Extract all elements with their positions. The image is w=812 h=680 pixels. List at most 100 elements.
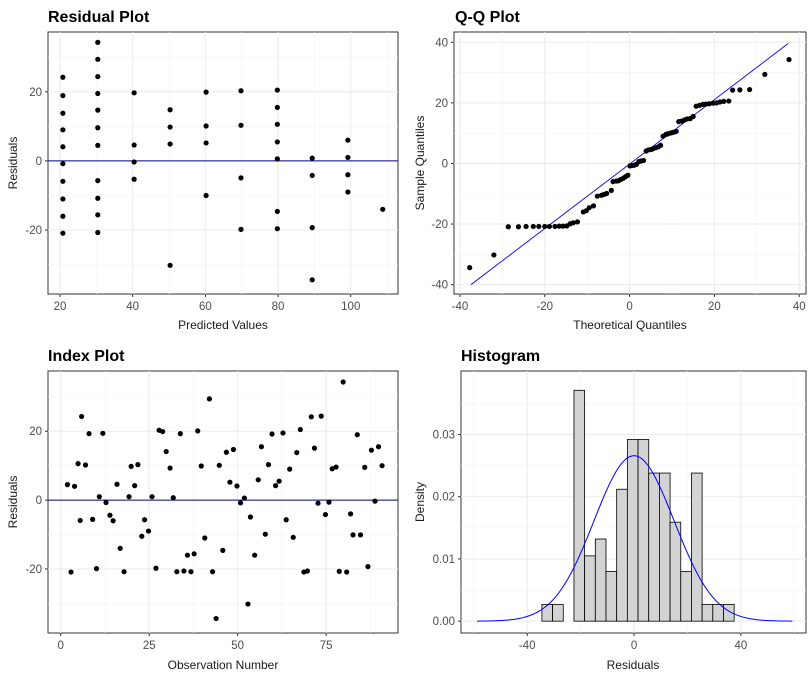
panel-title: Histogram [461, 348, 540, 365]
x-tick-label: 100 [341, 301, 360, 313]
data-point [269, 431, 275, 437]
x-tick-label: -40 [452, 301, 469, 313]
data-point [177, 431, 183, 437]
data-point [274, 104, 280, 110]
data-point [167, 107, 173, 113]
panel-qq-plot: Q-Q Plot -40 -20 0 20 40 -40 -20 0 20 40 Theoreti… [413, 9, 807, 332]
data-point [110, 518, 116, 524]
data-point [93, 566, 100, 572]
data-point [690, 113, 696, 120]
data-point [95, 212, 101, 218]
y-tick-label: 0.01 [433, 554, 455, 566]
data-point [132, 483, 138, 489]
data-point [274, 156, 280, 162]
data-point [570, 220, 576, 226]
data-point [247, 514, 254, 520]
histogram-bar [691, 472, 703, 622]
data-point [560, 223, 566, 229]
histogram-bar [648, 472, 660, 622]
data-point [294, 449, 300, 456]
data-point [77, 517, 83, 524]
plot-area: 0 25 50 75 -20 0 20 [25, 371, 398, 652]
data-point [60, 161, 66, 167]
data-point [167, 141, 173, 147]
data-point [223, 449, 229, 455]
data-point [60, 74, 66, 80]
data-point [128, 463, 134, 469]
x-tick-label: 20 [54, 301, 67, 313]
data-point [181, 568, 187, 574]
data-point [114, 481, 120, 487]
data-point [60, 178, 66, 184]
data-point [357, 532, 364, 538]
data-point [131, 176, 137, 182]
data-point [706, 101, 712, 107]
data-point [95, 142, 101, 148]
x-tick-label: 40 [734, 640, 747, 652]
data-point [515, 224, 522, 230]
histogram-bar [712, 603, 724, 622]
data-point [195, 428, 201, 434]
data-point [131, 142, 137, 148]
data-point [188, 569, 194, 575]
plot-area: -40 -20 0 20 40 -40 -20 0 20 40 [431, 32, 806, 313]
data-point [274, 208, 280, 214]
data-point [95, 229, 101, 236]
data-point [274, 87, 280, 93]
data-point [79, 413, 85, 420]
data-point [68, 569, 74, 575]
data-point [318, 413, 324, 419]
data-point [336, 568, 342, 574]
data-point [60, 110, 66, 116]
data-point [142, 517, 148, 523]
data-point [737, 87, 743, 93]
data-point [552, 223, 558, 230]
data-point [340, 379, 346, 385]
data-point [135, 462, 141, 468]
y-tick-label: 0.03 [433, 429, 455, 441]
data-point [96, 494, 102, 500]
y-tick-label: 0 [442, 158, 448, 170]
data-point [107, 512, 113, 518]
data-point [153, 565, 159, 571]
data-point [209, 569, 216, 575]
data-point [167, 465, 173, 471]
histogram-bar [552, 603, 564, 622]
data-point [95, 90, 101, 97]
histogram-bar [573, 389, 586, 622]
data-point [95, 107, 101, 113]
x-tick-label: 40 [793, 301, 806, 313]
x-tick-label: 0 [631, 640, 637, 652]
data-point [375, 444, 382, 450]
data-point [191, 551, 197, 557]
data-point [213, 615, 219, 622]
data-point [345, 137, 351, 143]
data-point [71, 483, 78, 489]
data-point [82, 462, 89, 468]
data-point [491, 252, 497, 258]
histogram-bar [659, 472, 671, 622]
data-point [274, 226, 280, 232]
data-point [542, 223, 548, 230]
histogram-bar [637, 439, 650, 622]
data-point [347, 511, 354, 517]
y-tick-label: -40 [431, 280, 448, 292]
y-tick-label: 20 [29, 426, 42, 438]
data-point [372, 498, 378, 504]
data-point [237, 500, 244, 506]
data-point [203, 89, 209, 95]
data-point [594, 193, 600, 199]
y-tick-label: 20 [435, 98, 448, 110]
x-tick-label: 80 [272, 301, 285, 313]
data-point [786, 56, 792, 63]
data-point [574, 219, 581, 225]
data-point [60, 92, 66, 99]
data-point [640, 157, 647, 164]
data-point [345, 172, 351, 178]
data-point [280, 430, 286, 436]
y-tick-label: -20 [431, 219, 448, 231]
data-point [590, 203, 597, 209]
data-point [309, 277, 315, 283]
data-point [304, 568, 311, 574]
x-tick-label: -20 [536, 301, 553, 313]
